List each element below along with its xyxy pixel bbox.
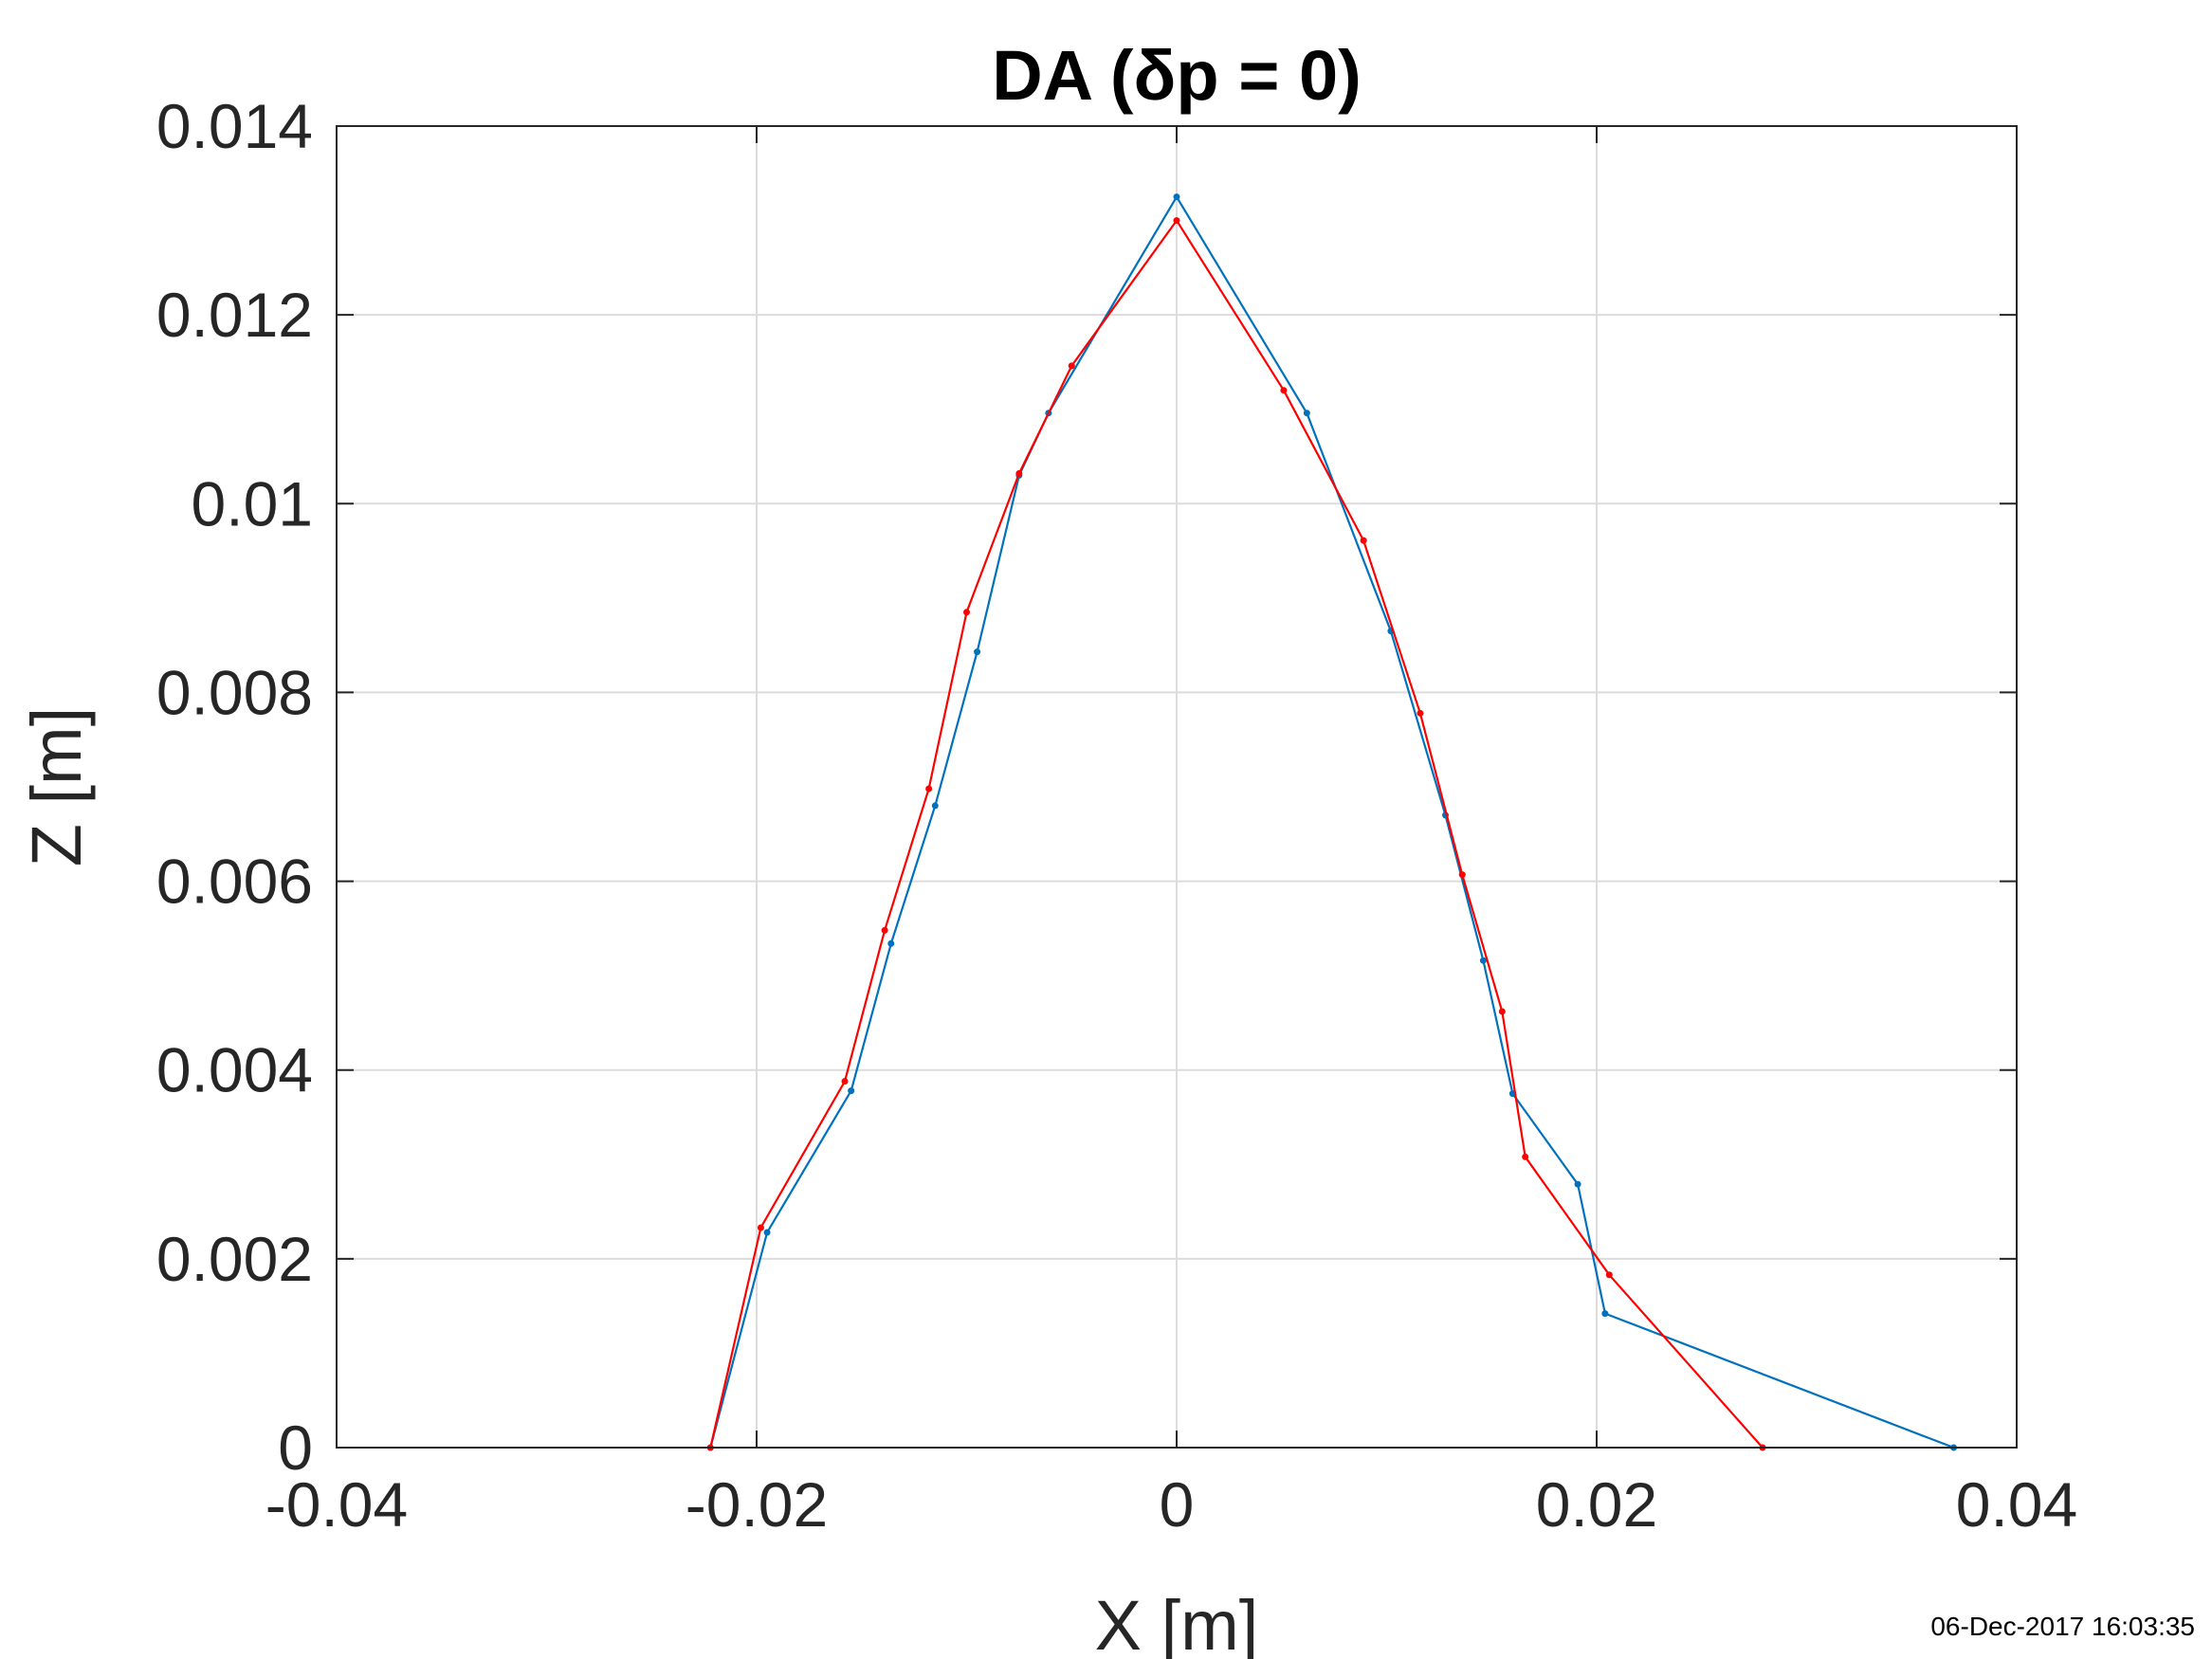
- series-1-point: [974, 648, 981, 656]
- grid: [336, 125, 2018, 1449]
- series-2-point: [881, 926, 888, 934]
- series-2-point: [963, 609, 970, 616]
- series-2-point: [1173, 217, 1180, 225]
- chart-title: DA (δp = 0): [992, 36, 1362, 115]
- y-tick-label: 0.014: [156, 91, 313, 161]
- series-2-point: [757, 1224, 764, 1231]
- series-2-point: [841, 1078, 849, 1085]
- y-tick-label: 0.002: [156, 1224, 313, 1294]
- series-1-point: [887, 939, 895, 947]
- series-2-point: [1280, 387, 1288, 394]
- x-tick-label: -0.02: [686, 1469, 828, 1540]
- x-tick-label: 0.02: [1536, 1469, 1657, 1540]
- series-2-point: [1360, 537, 1367, 544]
- y-tick-label: 0.01: [192, 468, 313, 538]
- series-1-point: [1574, 1180, 1581, 1188]
- series-2-point: [1015, 469, 1023, 477]
- series-1-point: [763, 1229, 771, 1236]
- series-2-point: [1498, 1008, 1506, 1015]
- series-2-point: [1605, 1271, 1613, 1279]
- y-tick-label: 0.004: [156, 1035, 313, 1105]
- series-2-point: [1522, 1153, 1529, 1160]
- y-tick-label: 0.008: [156, 657, 313, 727]
- y-tick-label: 0: [278, 1413, 313, 1483]
- tick-labels: -0.04 -0.02 0 0.02 0.04 0 0.002 0.004 0.006 0.008…: [156, 91, 2077, 1540]
- series-1-point: [848, 1087, 855, 1095]
- series-layer: [706, 193, 1958, 1451]
- series-1-point: [1173, 193, 1180, 201]
- y-tick-label: 0.006: [156, 847, 313, 917]
- series-2-point: [1417, 709, 1424, 717]
- series-2-point: [925, 785, 933, 793]
- series-1-point: [1303, 410, 1310, 417]
- series-2-point: [1458, 871, 1466, 879]
- ticks: [336, 125, 2018, 1449]
- x-tick-label: 0.04: [1956, 1469, 2077, 1540]
- timestamp: 06-Dec-2017 16:03:35: [1930, 1612, 2195, 1641]
- series-1-point: [1601, 1310, 1609, 1318]
- series-1-point: [931, 802, 939, 810]
- x-tick-label: -0.04: [265, 1469, 408, 1540]
- x-tick-label: 0: [1160, 1469, 1195, 1540]
- x-axis-label: X [m]: [1095, 1586, 1259, 1659]
- series-2-point: [1068, 362, 1075, 370]
- series-1-point: [1479, 957, 1487, 964]
- y-axis-label: Z [m]: [17, 707, 96, 867]
- y-tick-label: 0.012: [156, 280, 313, 350]
